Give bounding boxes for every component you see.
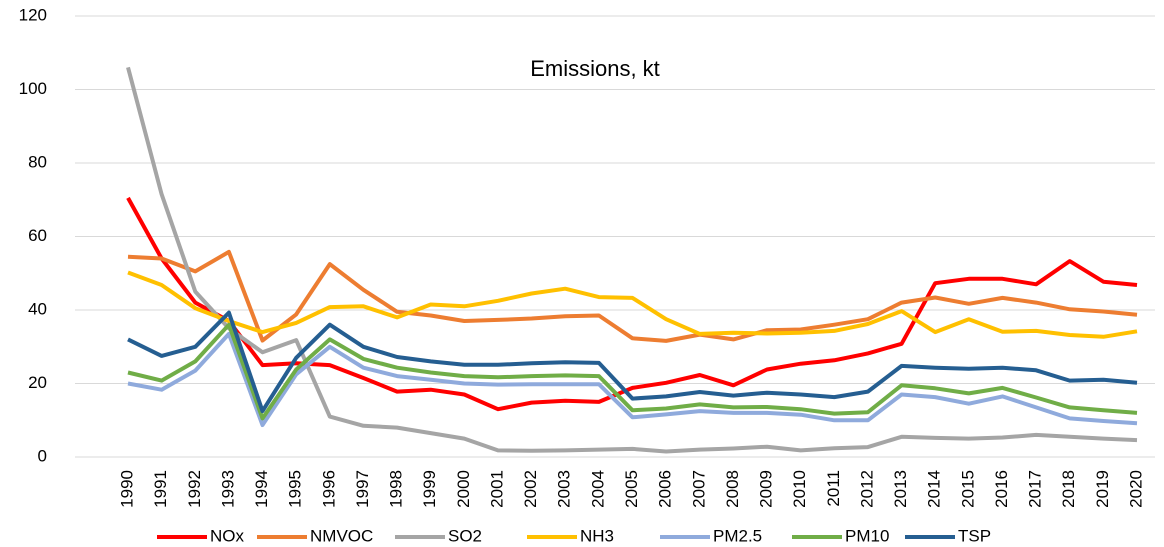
x-tick-label: 2000 — [454, 470, 473, 508]
legend-label: PM10 — [845, 526, 889, 545]
series-line — [127, 331, 1138, 427]
legend-label: PM2.5 — [713, 526, 762, 545]
x-tick-label: 2016 — [992, 470, 1011, 508]
x-tick-label: 2019 — [1093, 470, 1112, 508]
x-tick-label: 2013 — [891, 470, 910, 508]
x-tick-label: 1995 — [286, 470, 305, 508]
series-line — [127, 249, 1138, 343]
x-tick-label: 1990 — [117, 470, 136, 508]
series-line — [126, 66, 1138, 454]
x-tick-label: 2009 — [757, 470, 776, 508]
y-tick-label: 60 — [28, 226, 47, 245]
x-tick-label: 1993 — [218, 470, 237, 508]
x-tick-label: 2006 — [656, 470, 675, 508]
x-tick-label: 2007 — [689, 470, 708, 508]
y-tick-label: 100 — [19, 79, 47, 98]
x-tick-label: 2005 — [622, 470, 641, 508]
x-tick-label: 2003 — [555, 470, 574, 508]
y-tick-label: 0 — [38, 446, 47, 465]
series-line — [127, 270, 1138, 339]
chart-title: Emissions, kt — [530, 56, 660, 81]
x-tick-label: 1998 — [387, 470, 406, 508]
x-tick-label: 1994 — [252, 470, 271, 508]
series-line — [127, 310, 1138, 414]
x-tick-label: 2002 — [521, 470, 540, 508]
x-tick-label: 1991 — [151, 470, 170, 508]
y-tick-label: 40 — [28, 299, 47, 318]
legend-label: NOx — [210, 526, 245, 545]
x-tick-label: 1996 — [319, 470, 338, 508]
y-tick-label: 20 — [28, 373, 47, 392]
x-tick-label: 2017 — [1026, 470, 1045, 508]
legend-label: SO2 — [448, 526, 482, 545]
legend-label: NH3 — [580, 526, 614, 545]
x-tick-label: 1999 — [420, 470, 439, 508]
series-line — [126, 196, 1138, 412]
x-tick-label: 2008 — [723, 470, 742, 508]
x-tick-label: 2012 — [857, 470, 876, 508]
x-tick-label: 2014 — [925, 470, 944, 508]
x-tick-label: 2010 — [790, 470, 809, 508]
legend-label: NMVOC — [310, 526, 373, 545]
x-tick-label: 1992 — [185, 470, 204, 508]
x-tick-label: 2015 — [958, 470, 977, 508]
x-tick-label: 1997 — [353, 470, 372, 508]
x-tick-label: 2001 — [487, 470, 506, 508]
y-tick-label: 120 — [19, 5, 47, 24]
x-tick-label: 2020 — [1126, 470, 1145, 508]
y-tick-label: 80 — [28, 152, 47, 171]
x-tick-label: 2018 — [1059, 470, 1078, 508]
x-tick-label: 2004 — [588, 470, 607, 508]
x-tick-label: 2011 — [824, 470, 843, 507]
series-line — [127, 322, 1138, 421]
legend-label: TSP — [958, 526, 991, 545]
